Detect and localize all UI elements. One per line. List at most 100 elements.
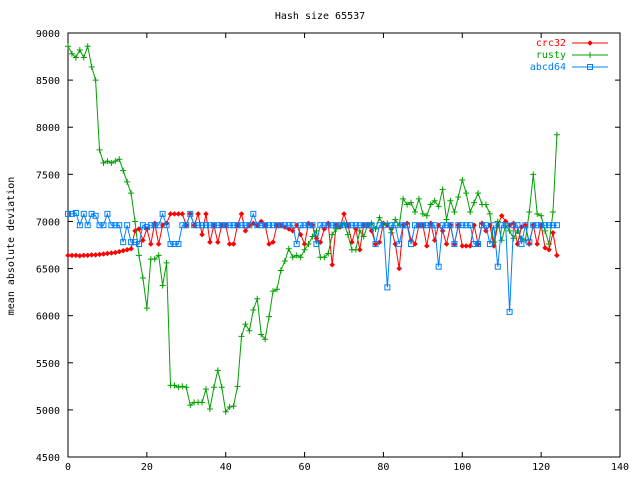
- data-point-crc32: [230, 241, 237, 247]
- x-tick-label: 120: [532, 462, 550, 473]
- data-point-rusty: [187, 402, 194, 409]
- data-point-abcd64: [179, 222, 186, 229]
- data-point-abcd64: [553, 222, 560, 229]
- data-point-abcd64: [360, 222, 367, 229]
- data-point-abcd64: [187, 210, 194, 217]
- data-point-rusty: [96, 146, 103, 153]
- data-point-abcd64: [246, 222, 253, 229]
- data-point-rusty: [254, 295, 261, 302]
- data-point-crc32: [463, 243, 470, 249]
- data-point-crc32: [266, 241, 272, 247]
- data-point-rusty: [112, 158, 119, 165]
- data-point-rusty: [270, 288, 277, 295]
- data-point-rusty: [199, 399, 206, 406]
- data-point-abcd64: [254, 222, 261, 229]
- data-point-abcd64: [68, 210, 75, 217]
- data-point-abcd64: [372, 241, 379, 248]
- data-point-abcd64: [455, 222, 462, 229]
- data-point-rusty: [344, 231, 351, 238]
- data-point-abcd64: [518, 241, 525, 248]
- data-point-abcd64: [494, 263, 501, 270]
- data-point-abcd64: [112, 222, 119, 229]
- x-tick-label: 60: [299, 462, 311, 473]
- data-point-crc32: [242, 228, 249, 234]
- data-point-rusty: [183, 384, 190, 391]
- data-point-crc32: [270, 239, 276, 246]
- data-point-rusty: [482, 201, 489, 208]
- data-point-abcd64: [344, 222, 351, 229]
- data-point-abcd64: [439, 222, 446, 229]
- data-point-rusty: [84, 43, 91, 50]
- data-point-abcd64: [388, 222, 395, 229]
- data-point-abcd64: [502, 222, 509, 229]
- data-point-abcd64: [467, 222, 474, 229]
- data-point-crc32: [69, 252, 75, 259]
- y-tick-label: 6000: [36, 312, 60, 323]
- data-point-abcd64: [218, 222, 225, 229]
- data-point-abcd64: [341, 222, 347, 229]
- data-point-rusty: [108, 160, 115, 167]
- data-point-crc32: [301, 241, 308, 247]
- data-point-rusty: [250, 307, 257, 314]
- data-point-rusty: [313, 227, 320, 234]
- data-point-crc32: [238, 211, 245, 217]
- data-point-abcd64: [408, 241, 415, 248]
- data-point-rusty: [238, 333, 245, 340]
- data-point-rusty: [72, 54, 79, 61]
- y-tick-label: 6500: [36, 265, 60, 276]
- data-point-abcd64: [384, 284, 391, 291]
- data-point-crc32: [140, 237, 146, 244]
- series-abcd64: [65, 209, 560, 315]
- data-point-rusty: [443, 216, 450, 223]
- data-point-rusty: [518, 235, 525, 242]
- data-point-abcd64: [356, 222, 363, 229]
- data-point-crc32: [356, 246, 363, 253]
- x-tick-label: 20: [141, 462, 153, 473]
- data-point-abcd64: [451, 241, 458, 248]
- data-point-rusty: [242, 321, 249, 328]
- data-point-abcd64: [151, 222, 158, 229]
- data-point-rusty: [297, 254, 304, 261]
- data-point-abcd64: [120, 239, 127, 246]
- data-point-abcd64: [143, 224, 150, 231]
- y-tick-label: 5000: [36, 406, 60, 417]
- legend-label: crc32: [536, 38, 566, 49]
- data-point-crc32: [88, 252, 95, 258]
- legend-label: rusty: [536, 50, 566, 61]
- data-point-crc32: [112, 249, 119, 256]
- data-point-abcd64: [72, 209, 79, 216]
- data-point-rusty: [305, 241, 312, 248]
- data-point-rusty: [135, 252, 142, 259]
- y-tick-label: 7000: [36, 217, 60, 228]
- data-point-abcd64: [404, 222, 411, 229]
- data-point-rusty: [230, 403, 237, 410]
- data-point-crc32: [195, 211, 201, 217]
- data-point-rusty: [333, 225, 340, 232]
- data-point-rusty: [439, 186, 446, 193]
- data-point-crc32: [526, 241, 533, 247]
- data-point-rusty: [510, 235, 517, 242]
- data-point-abcd64: [396, 241, 403, 248]
- data-point-abcd64: [317, 222, 324, 229]
- plot-frame: [67, 32, 621, 458]
- data-point-abcd64: [203, 222, 209, 229]
- data-point-rusty: [400, 195, 407, 202]
- data-point-crc32: [80, 252, 87, 259]
- data-point-crc32: [199, 231, 205, 238]
- data-point-crc32: [167, 211, 174, 217]
- data-point-abcd64: [301, 222, 308, 229]
- data-point-abcd64: [234, 222, 241, 229]
- data-point-abcd64: [486, 241, 493, 248]
- data-point-rusty: [372, 225, 379, 232]
- data-point-rusty: [538, 212, 545, 219]
- data-point-crc32: [207, 239, 213, 246]
- data-point-abcd64: [490, 222, 497, 229]
- data-point-crc32: [171, 211, 178, 217]
- data-point-rusty: [175, 384, 182, 391]
- data-point-abcd64: [348, 222, 355, 229]
- y-axis-label: mean absolute deviation: [6, 177, 17, 315]
- data-point-abcd64: [124, 222, 131, 229]
- data-point-abcd64: [100, 222, 107, 229]
- data-point-abcd64: [498, 222, 505, 229]
